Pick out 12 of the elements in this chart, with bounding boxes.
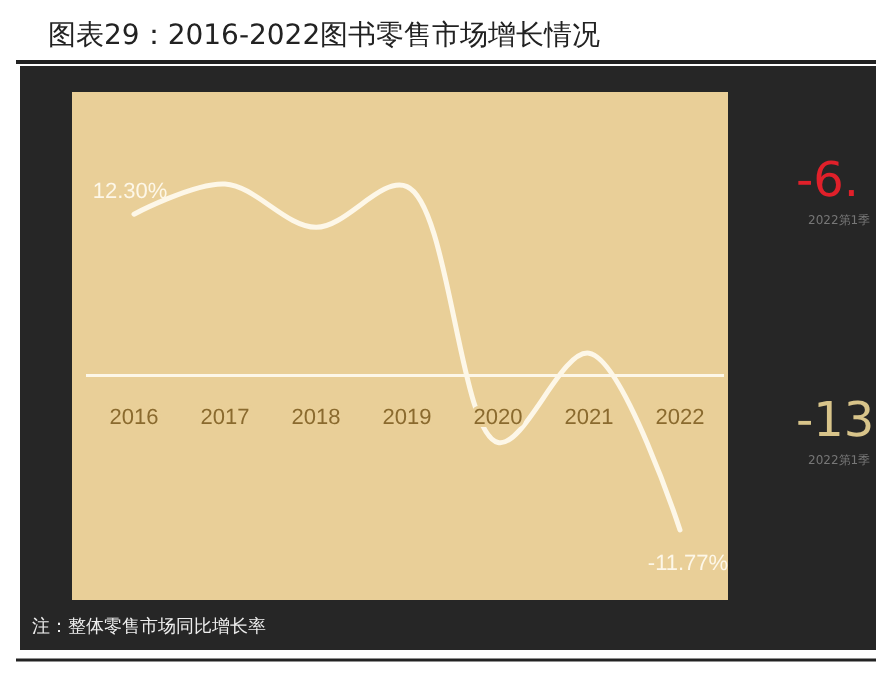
x-tick-label: 2018 — [291, 405, 341, 430]
chart-title: 图表29：2016-2022图书零售市场增长情况 — [48, 20, 601, 52]
x-tick-label: 2016 — [109, 405, 159, 430]
text: 注：整体零售市场同比增长率 — [32, 616, 266, 638]
x-tick-label: 2022 — [655, 405, 705, 430]
x-tick-label: 2021 — [564, 405, 614, 430]
data-label: 12.30% — [92, 180, 168, 205]
text: -13. — [796, 392, 876, 448]
x-tick-label: 2019 — [382, 405, 432, 430]
text: -6. — [796, 152, 860, 208]
data-label: -11.77% — [647, 552, 729, 576]
x-tick-label: 2017 — [200, 405, 250, 430]
